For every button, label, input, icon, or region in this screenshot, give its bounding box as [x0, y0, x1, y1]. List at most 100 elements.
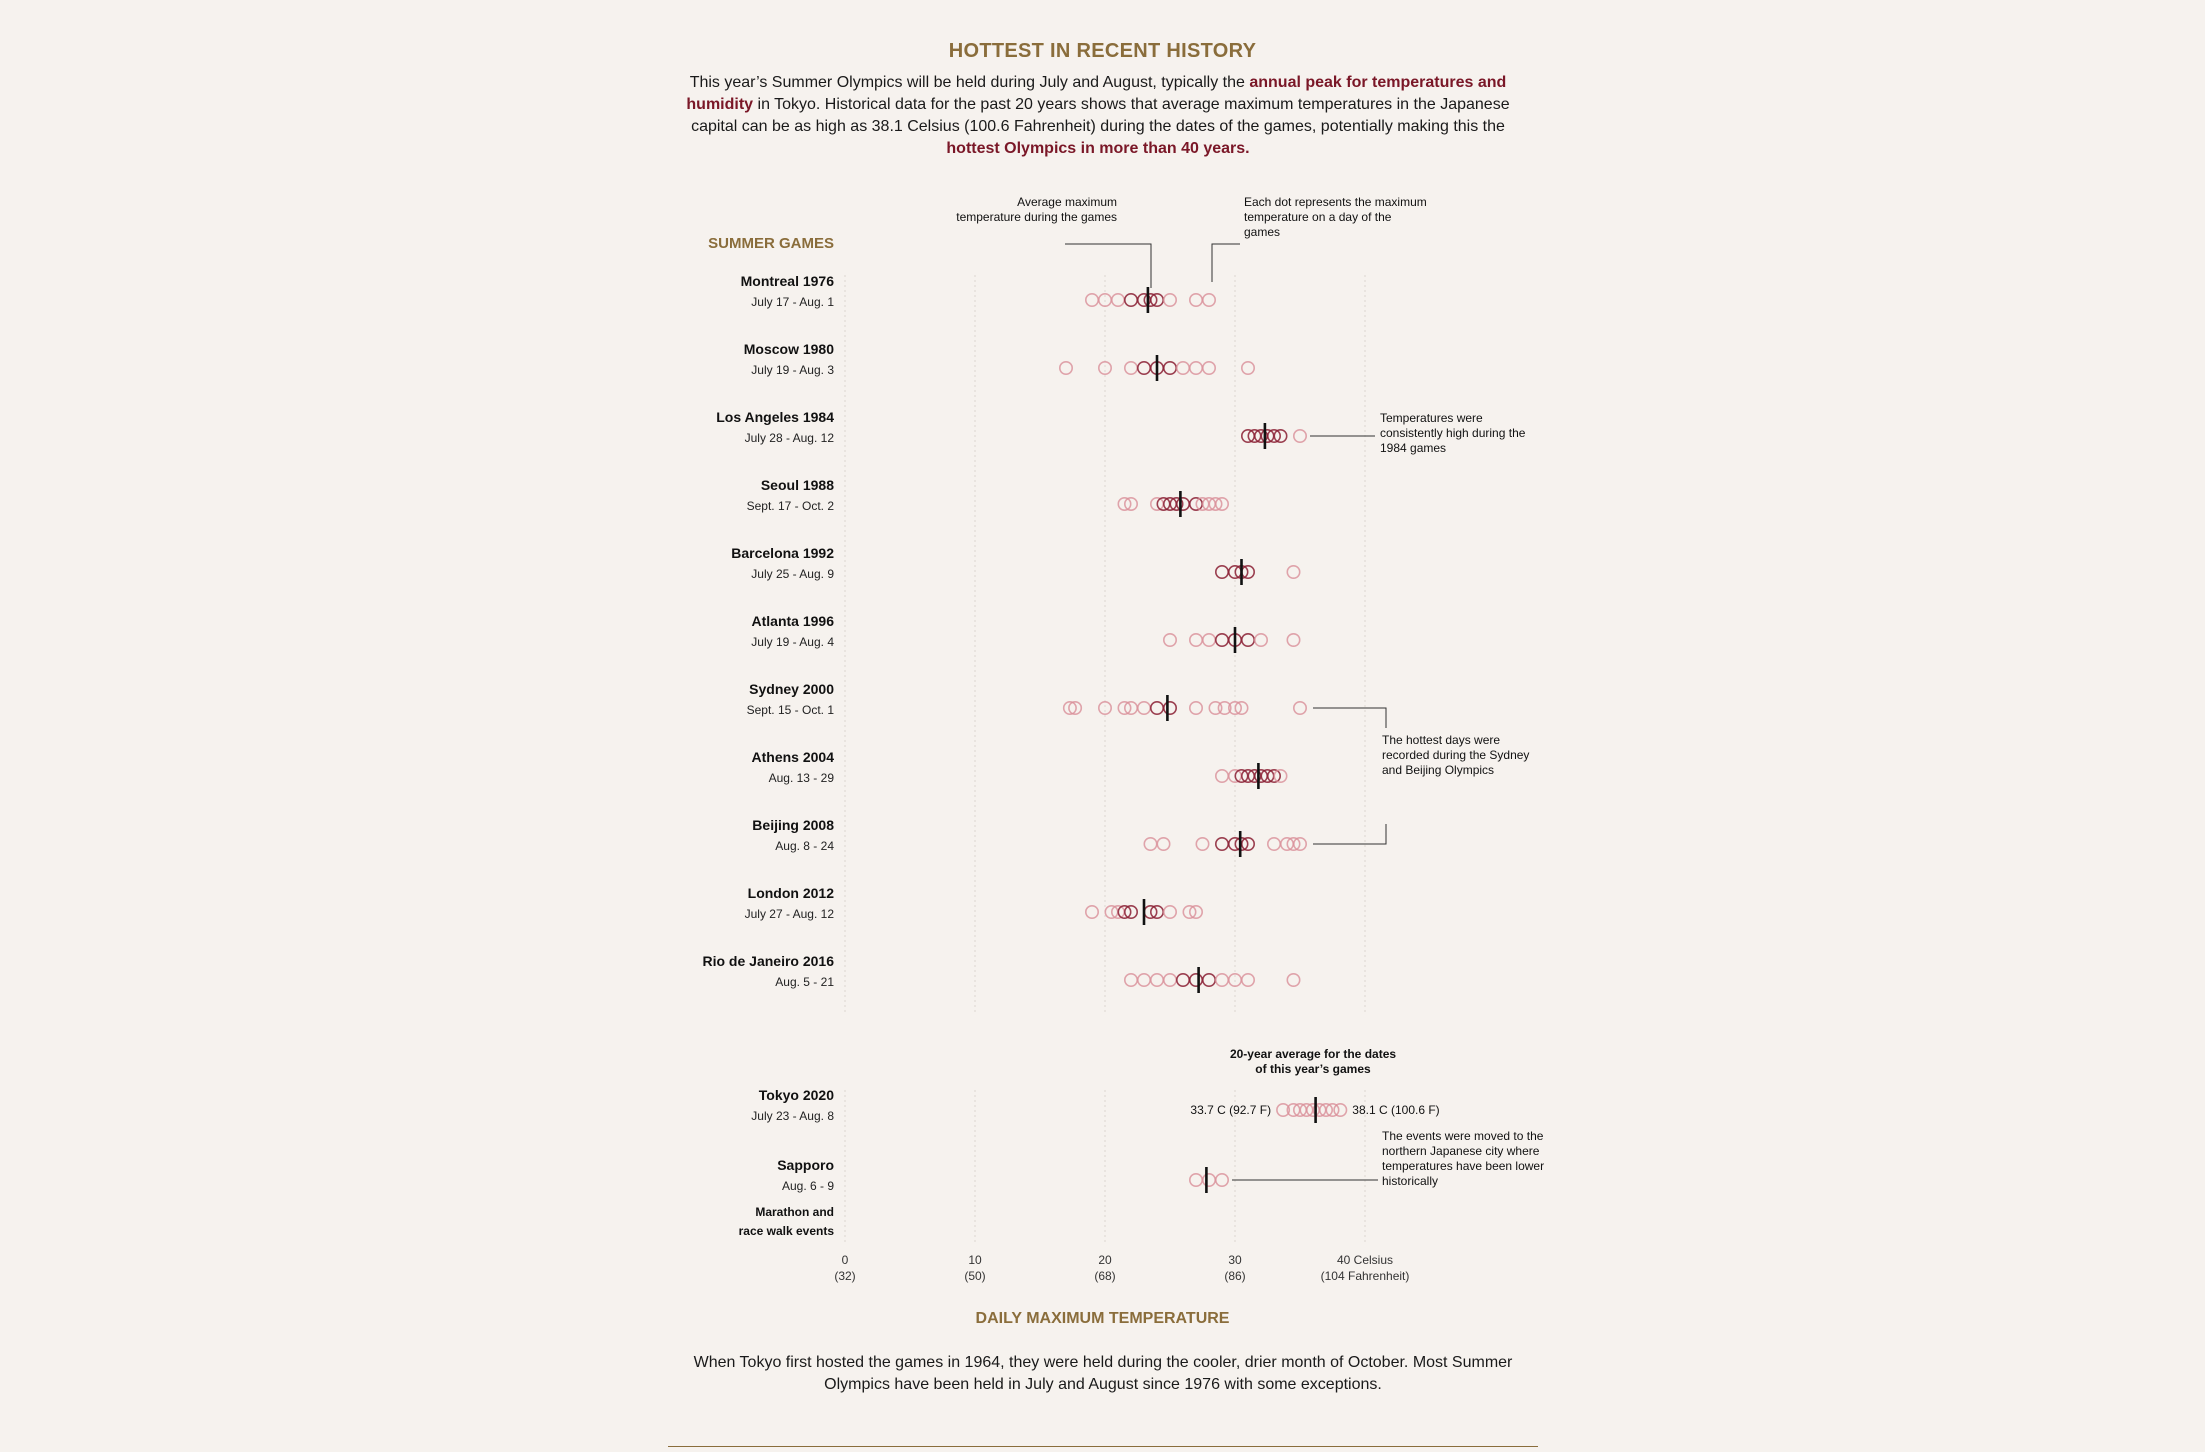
temperature-dot [1202, 632, 1217, 647]
games-dates: Sept. 15 - Oct. 1 [747, 703, 835, 717]
temperature-dot [1150, 700, 1165, 715]
games-dates: July 17 - Aug. 1 [751, 295, 834, 309]
intro-paragraph: This year’s Summer Olympics will be held… [668, 72, 1528, 160]
x-tick-label: 20 [1098, 1253, 1112, 1267]
games-dates: Aug. 5 - 21 [775, 975, 834, 989]
temperature-dot [1333, 1103, 1348, 1118]
temperature-dot [1111, 292, 1126, 307]
temperature-dot [1124, 496, 1139, 511]
annotation-text: historically [1382, 1174, 1438, 1188]
games-dates: Aug. 13 - 29 [769, 771, 835, 785]
temperature-dot [1234, 700, 1249, 715]
annotation-text: temperature on a day of the [1244, 210, 1392, 224]
games-name: Montreal 1976 [741, 273, 835, 289]
temperature-dot [1267, 428, 1282, 443]
annotation-text: 1984 games [1380, 441, 1446, 455]
x-axis-title: DAILY MAXIMUM TEMPERATURE [975, 1310, 1230, 1327]
temperature-dot [1150, 972, 1165, 987]
x-tick-label: 40 Celsius [1337, 1253, 1393, 1267]
temperature-dot [1195, 836, 1210, 851]
annotation-text: games [1244, 225, 1280, 239]
temperature-dot [1241, 360, 1256, 375]
temperature-dot [1267, 836, 1282, 851]
x-tick-label: 10 [968, 1253, 982, 1267]
temperature-dot [1189, 292, 1204, 307]
temperature-dot [1189, 972, 1204, 987]
temperature-dot [1137, 700, 1152, 715]
temperature-dot [1215, 1173, 1230, 1188]
temperature-dot [1267, 768, 1282, 783]
temperature-dot [1189, 360, 1204, 375]
annotation-text: consistently high during the [1380, 426, 1526, 440]
annotation-text: temperatures have been lower [1382, 1159, 1544, 1173]
games-name: Beijing 2008 [752, 817, 834, 833]
temperature-dot [1085, 292, 1100, 307]
temperature-dot [1117, 496, 1132, 511]
temperature-dot [1098, 700, 1113, 715]
temperature-dot [1124, 904, 1139, 919]
x-tick-label: 30 [1228, 1253, 1242, 1267]
temperature-dot [1286, 836, 1301, 851]
temperature-dot [1241, 972, 1256, 987]
temperature-dot [1202, 972, 1217, 987]
temperature-dot [1208, 496, 1223, 511]
annotation-text: and Beijing Olympics [1382, 763, 1494, 777]
temperature-dot [1234, 836, 1249, 851]
temperature-dot [1254, 632, 1269, 647]
annotation-text: 20-year average for the dates [1230, 1047, 1396, 1061]
temperature-dot [1163, 904, 1178, 919]
temperature-dot [1163, 360, 1178, 375]
games-name: Athens 2004 [752, 749, 835, 765]
annotation-leader [1313, 824, 1387, 845]
games-dates: Aug. 8 - 24 [775, 839, 834, 853]
sapporo-note: race walk events [739, 1224, 835, 1238]
temperature-dot [1325, 1103, 1340, 1118]
games-dates: July 28 - Aug. 12 [745, 431, 835, 445]
annotation-text: temperature during the games [956, 210, 1117, 224]
temperature-dot [1176, 360, 1191, 375]
x-tick-sublabel: (104 Fahrenheit) [1321, 1269, 1410, 1283]
temperature-dot [1124, 360, 1139, 375]
games-dates: July 25 - Aug. 9 [751, 567, 834, 581]
temperature-dot [1293, 836, 1308, 851]
temperature-dot [1273, 768, 1288, 783]
games-name: Atlanta 1996 [752, 613, 835, 629]
temperature-dot [1059, 360, 1074, 375]
temperature-dot [1124, 972, 1139, 987]
temperature-dot [1215, 496, 1230, 511]
temperature-dot [1163, 700, 1178, 715]
temperature-dot [1241, 632, 1256, 647]
temperature-dot [1176, 972, 1191, 987]
games-name: London 2012 [748, 885, 835, 901]
temperature-dot [1215, 564, 1230, 579]
annotation-text: The hottest days were [1382, 733, 1500, 747]
temperature-dot [1217, 700, 1232, 715]
temperature-dot [1215, 836, 1230, 851]
x-tick-label: 0 [842, 1253, 849, 1267]
temperature-dot [1215, 768, 1230, 783]
temperature-dot [1137, 360, 1152, 375]
tokyo-min-label: 33.7 C (92.7 F) [1190, 1103, 1271, 1117]
temperature-dot [1124, 292, 1139, 307]
x-tick-sublabel: (32) [834, 1269, 855, 1283]
tokyo-max-label: 38.1 C (100.6 F) [1352, 1103, 1439, 1117]
temperature-dot [1202, 1173, 1217, 1188]
intro-text-1: This year’s Summer Olympics will be held… [689, 74, 1250, 91]
temperature-dot [1215, 972, 1230, 987]
temperature-dot [1117, 904, 1132, 919]
temperature-dot [1189, 632, 1204, 647]
annotation-text: Each dot represents the maximum [1244, 195, 1427, 209]
games-name: Barcelona 1992 [731, 545, 834, 561]
annotation-text: Temperatures were [1380, 411, 1483, 425]
games-name: Moscow 1980 [744, 341, 834, 357]
temperature-dot [1098, 360, 1113, 375]
temperature-dot [1293, 700, 1308, 715]
page-title: HOTTEST IN RECENT HISTORY [948, 40, 1257, 62]
temperature-dot [1228, 700, 1243, 715]
temperature-dot [1215, 632, 1230, 647]
section-label: SUMMER GAMES [708, 235, 834, 252]
games-name: Sapporo [777, 1157, 834, 1173]
games-name: Seoul 1988 [761, 477, 834, 493]
games-dates: Aug. 6 - 9 [782, 1179, 834, 1193]
